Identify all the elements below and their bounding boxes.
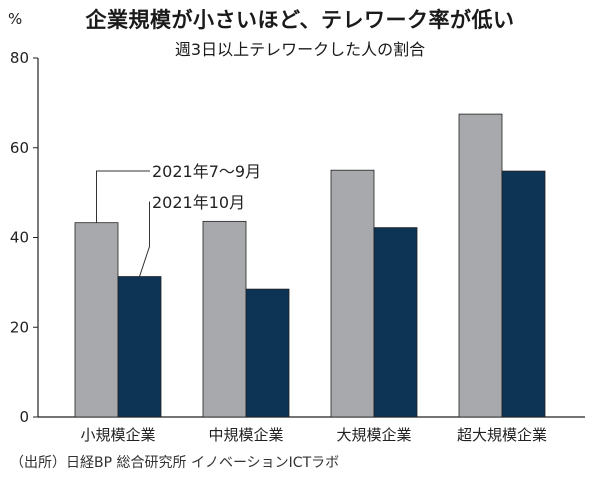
series2-legend-label: 2021年10月	[152, 193, 245, 212]
bar-series2	[245, 288, 290, 418]
series1-leader-line	[96, 170, 150, 223]
chart-subtitle: 週3日以上テレワークした人の割合	[174, 40, 426, 59]
y-tick-label: 40	[10, 229, 29, 247]
y-tick-label: 60	[10, 139, 29, 157]
x-category-label: 大規模企業	[336, 426, 411, 444]
y-tick-label: 0	[19, 408, 29, 426]
bar-series2	[117, 276, 162, 418]
bar-series2	[373, 227, 418, 418]
bar-series1	[330, 169, 375, 418]
source-note: （出所）日経BP 総合研究所 イノベーションICTラボ	[10, 455, 340, 471]
bar-series1	[74, 222, 119, 418]
bar-series1	[458, 113, 503, 418]
chart-title: 企業規模が小さいほど、テレワーク率が低い	[85, 8, 515, 32]
y-tick-label: 80	[10, 49, 29, 67]
series2-leader-line	[139, 201, 150, 277]
x-category-label: 小規模企業	[80, 426, 155, 444]
bar-series2	[501, 170, 546, 418]
x-category-label: 中規模企業	[208, 426, 283, 444]
y-axis-unit-label: %	[8, 10, 22, 28]
x-category-label: 超大規模企業	[457, 426, 547, 444]
bar-series1	[202, 220, 247, 418]
series1-legend-label: 2021年7〜9月	[152, 162, 261, 181]
y-tick-label: 20	[10, 318, 29, 336]
